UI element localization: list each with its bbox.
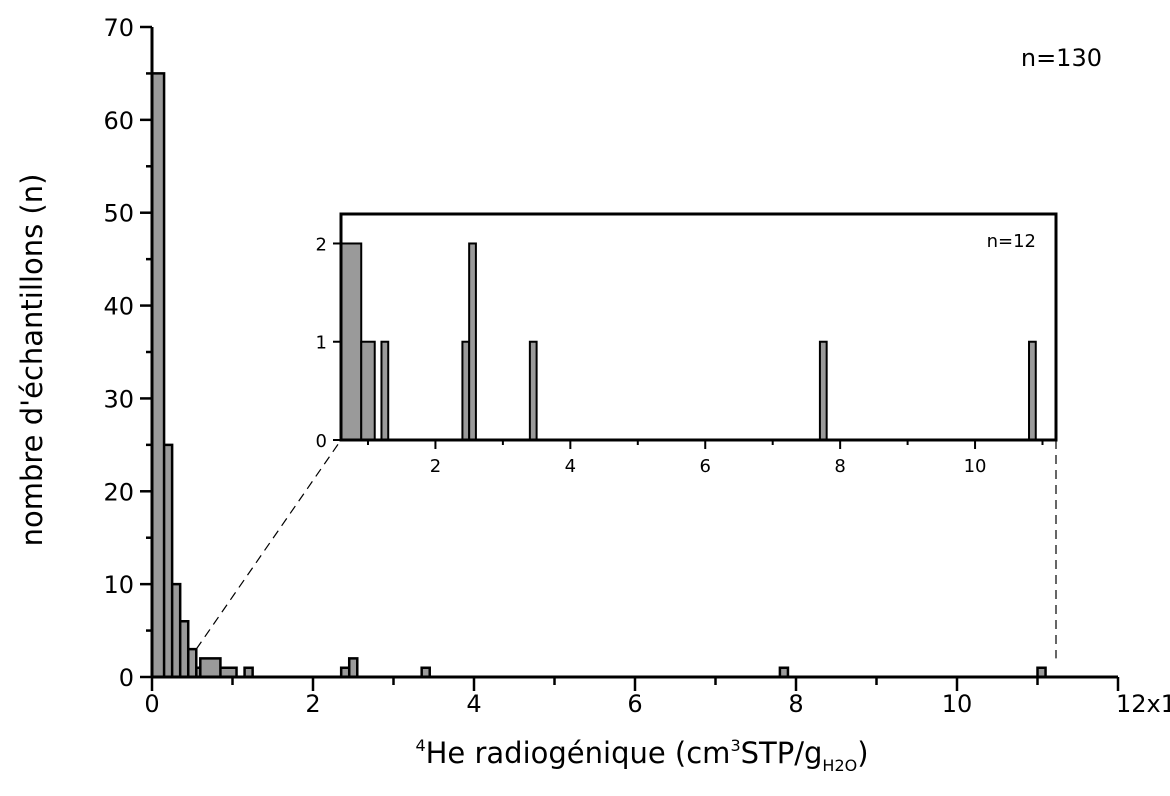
inset-frame [339, 212, 1058, 442]
histogram-bar [164, 444, 173, 677]
histogram-bar [152, 73, 165, 677]
y-tick-label: 20 [103, 478, 134, 506]
y-axis-title: nombre d'échantillons (n) [15, 174, 49, 547]
inset-x-tick-label: 4 [565, 456, 576, 477]
zoom-connector-lines [195, 439, 1057, 659]
inset-y-tick-label: 2 [316, 234, 327, 255]
x-tick-label: 4 [466, 690, 481, 718]
histogram-bar [341, 667, 350, 677]
x-tick-label-end: 12x10-5 [1116, 687, 1170, 718]
histogram-bar [220, 667, 237, 677]
y-tick-label: 0 [119, 664, 134, 692]
x-tick-label: 10 [942, 690, 973, 718]
histogram-bar [244, 667, 253, 677]
inset-background [341, 214, 1056, 440]
inset-histogram: 0 1 2 2 4 6 8 10 n=12 [316, 212, 1058, 477]
y-tick-label: 10 [103, 571, 134, 599]
histogram-bar [200, 658, 221, 677]
inset-y-tick-label: 1 [316, 333, 327, 354]
inset-y-tick-label: 0 [316, 431, 327, 452]
histogram-bar [779, 667, 788, 677]
inset-x-tick-label: 8 [834, 456, 845, 477]
sample-count-label: n=130 [1021, 44, 1102, 72]
histogram-bar [188, 649, 197, 677]
inset-histogram-bar [1028, 340, 1037, 442]
inset-histogram-bar [461, 340, 471, 442]
inset-histogram-bar [818, 340, 828, 442]
x-tick-label: 6 [627, 690, 642, 718]
zoom-connector-left [195, 439, 342, 650]
y-tick-label: 60 [103, 107, 134, 135]
inset-x-tick-label: 6 [700, 456, 711, 477]
histogram-bar [349, 658, 358, 677]
inset-histogram-bar [340, 242, 363, 441]
histogram-bar [196, 667, 201, 677]
x-axis-title: 4He radiogénique (cm3STP/gH2O) [415, 736, 868, 775]
x-tick-label: 8 [788, 690, 803, 718]
inset-sample-count-label: n=12 [987, 231, 1036, 252]
histogram-bar [421, 667, 430, 677]
y-tick-label: 70 [103, 14, 134, 42]
y-tick-label: 40 [103, 293, 134, 321]
inset-histogram-bar [360, 340, 376, 442]
histogram-bar [180, 621, 189, 677]
inset-x-tick-label: 10 [964, 456, 987, 477]
y-tick-label: 50 [103, 200, 134, 228]
histogram-bar [172, 584, 181, 677]
histogram-bar [1037, 667, 1046, 677]
x-tick-label: 0 [144, 690, 159, 718]
inset-histogram-bar [380, 340, 390, 442]
x-tick-label: 2 [305, 690, 320, 718]
main-histogram: 010203040506070024681012x10-5nombre d'éc… [15, 14, 1170, 775]
inset-x-tick-label: 2 [430, 456, 441, 477]
histogram-outline [150, 72, 1047, 679]
inset-histogram-bar [468, 242, 477, 441]
inset-histogram-bar [528, 340, 538, 442]
y-tick-label: 30 [103, 385, 134, 413]
